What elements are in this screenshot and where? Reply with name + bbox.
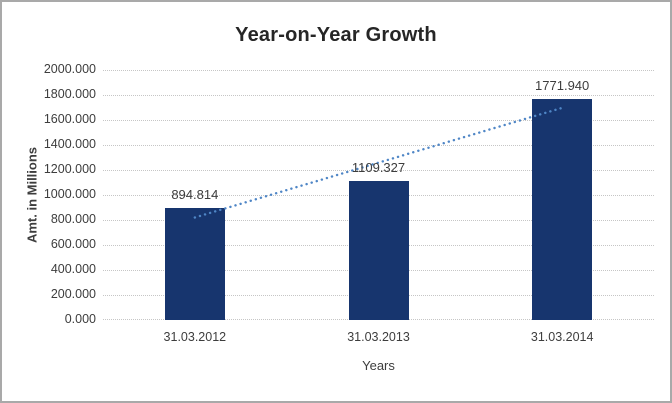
plot-area	[103, 70, 654, 320]
y-tick-label: 800.000	[50, 212, 96, 226]
trendline-path	[193, 106, 564, 219]
bar	[348, 181, 409, 320]
gridline	[103, 95, 654, 96]
y-tick-label: 200.000	[50, 287, 96, 301]
y-tick-label: 1600.000	[43, 112, 96, 126]
bar-value-label: 894.814	[171, 187, 219, 203]
bar-value-label: 1771.940	[535, 77, 590, 93]
y-tick-label: 600.000	[50, 237, 96, 251]
y-tick-label: 1400.000	[43, 137, 96, 151]
gridline	[103, 170, 654, 171]
trendline	[193, 106, 564, 219]
y-tick-label: 1800.000	[43, 87, 96, 101]
y-tick-label: 2000.000	[43, 62, 96, 76]
gridline	[103, 145, 654, 146]
bar	[532, 98, 593, 320]
gridline	[103, 120, 654, 121]
bar	[164, 208, 225, 320]
gridline	[103, 70, 654, 71]
bar-value-label: 1109.327	[351, 160, 406, 176]
x-axis-title: Years	[362, 358, 395, 373]
x-tick-label: 31.03.2013	[347, 330, 410, 344]
y-tick-label: 0.000	[64, 312, 96, 326]
y-tick-label: 400.000	[50, 262, 96, 276]
y-tick-label: 1000.000	[43, 187, 96, 201]
x-tick-label: 31.03.2012	[163, 330, 227, 344]
x-tick-label: 31.03.2014	[530, 330, 594, 344]
y-tick-label: 1200.000	[43, 162, 96, 176]
chart-title: Year-on-Year Growth	[235, 24, 437, 46]
